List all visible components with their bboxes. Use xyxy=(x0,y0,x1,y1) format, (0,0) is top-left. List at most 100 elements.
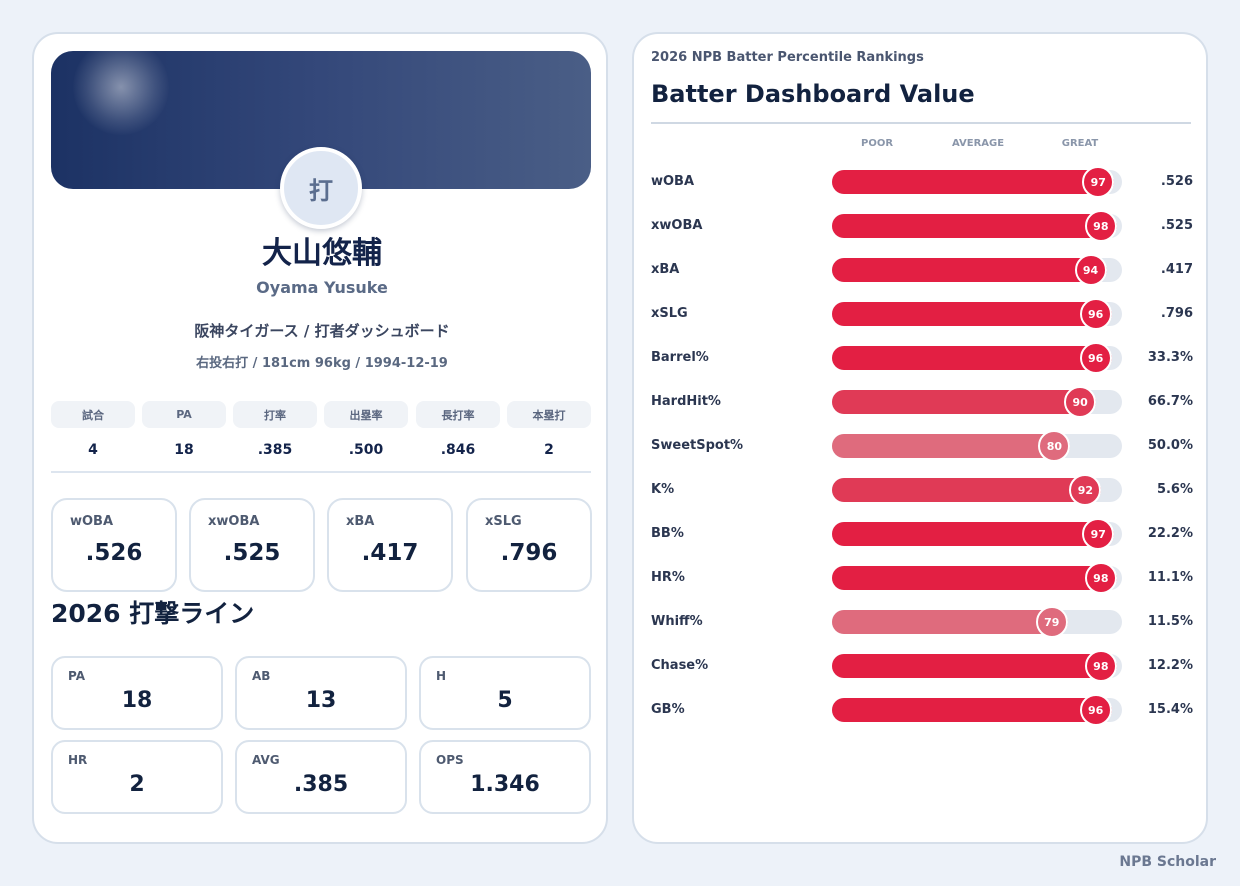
metric-value: .526 xyxy=(85,540,143,566)
percentile-fill xyxy=(832,566,1117,590)
percentile-row: HR% 98 11.1% xyxy=(634,562,1210,594)
metric-value: .796 xyxy=(1160,306,1193,321)
percentile-track: 97 xyxy=(832,518,1122,550)
percentile-row: xBA 94 .417 xyxy=(634,254,1210,286)
line-value: .385 xyxy=(293,772,349,797)
metric-value: .525 xyxy=(223,540,281,566)
percentile-track: 98 xyxy=(832,562,1122,594)
metric-name: Barrel% xyxy=(651,350,709,365)
metric-card-xba: xBA .417 xyxy=(327,498,453,592)
batting-line-pa: PA 18 xyxy=(51,656,223,730)
percentile-badge: 98 xyxy=(1084,210,1117,242)
batting-line-ab: AB 13 xyxy=(235,656,407,730)
metric-value: 11.5% xyxy=(1147,614,1193,629)
metric-card-xwoba: xwOBA .525 xyxy=(189,498,315,592)
metric-value: 66.7% xyxy=(1147,394,1193,409)
percentile-fill xyxy=(832,214,1117,238)
line-label: HR xyxy=(68,753,88,767)
player-name-en: Oyama Yusuke xyxy=(256,278,388,297)
percentile-row: BB% 97 22.2% xyxy=(634,518,1210,550)
player-name-jp: 大山悠輔 xyxy=(262,236,382,271)
percentile-track: 94 xyxy=(832,254,1122,286)
metric-value: .796 xyxy=(500,540,558,566)
percentile-row: Chase% 98 12.2% xyxy=(634,650,1210,682)
metric-name: BB% xyxy=(651,526,684,541)
metric-label: wOBA xyxy=(70,514,114,529)
summary-header-pa: PA xyxy=(142,401,226,428)
summary-header-hr: 本塁打 xyxy=(507,401,591,428)
line-label: AVG xyxy=(252,753,280,767)
percentile-fill xyxy=(832,258,1107,282)
line-value: 18 xyxy=(121,688,153,713)
metric-name: GB% xyxy=(651,702,685,717)
banner-glow xyxy=(73,51,169,135)
percentile-track: 79 xyxy=(832,606,1122,638)
percentile-track: 96 xyxy=(832,298,1122,330)
metric-value: 15.4% xyxy=(1147,702,1193,717)
percentile-row: Whiff% 79 11.5% xyxy=(634,606,1210,638)
batting-line-h: H 5 xyxy=(419,656,591,730)
percentile-track: 80 xyxy=(832,430,1122,462)
line-label: H xyxy=(436,669,447,683)
avatar: 打 xyxy=(280,147,362,229)
percentile-row: wOBA 97 .526 xyxy=(634,166,1210,198)
player-profile-card: 打 大山悠輔 Oyama Yusuke 阪神タイガース / 打者ダッシュボード … xyxy=(32,32,608,844)
summary-value-hr: 2 xyxy=(544,442,554,458)
percentile-fill xyxy=(832,302,1112,326)
rankings-subtitle: 2026 NPB Batter Percentile Rankings xyxy=(651,50,924,65)
metric-name: wOBA xyxy=(651,174,695,189)
percentile-track: 97 xyxy=(832,166,1122,198)
percentile-fill xyxy=(832,478,1102,502)
metric-label: xSLG xyxy=(485,514,522,529)
scale-label-poor: POOR xyxy=(860,138,894,149)
percentile-fill xyxy=(832,390,1097,414)
team-line: 阪神タイガース / 打者ダッシュボード xyxy=(194,322,450,340)
percentile-track: 98 xyxy=(832,650,1122,682)
summary-value-avg: .385 xyxy=(257,442,293,458)
summary-header-avg: 打率 xyxy=(233,401,317,428)
percentile-fill xyxy=(832,654,1117,678)
summary-value-pa: 18 xyxy=(174,442,194,458)
batting-line-hr: HR 2 xyxy=(51,740,223,814)
divider xyxy=(651,122,1191,124)
line-label: OPS xyxy=(436,753,464,767)
divider xyxy=(51,471,591,473)
line-value: 1.346 xyxy=(470,772,540,797)
line-label: PA xyxy=(68,669,85,683)
line-value: 2 xyxy=(129,772,145,797)
metric-value: .417 xyxy=(1160,262,1193,277)
summary-header-obp: 出塁率 xyxy=(324,401,408,428)
percentile-badge: 94 xyxy=(1074,254,1107,286)
summary-value-obp: .500 xyxy=(348,442,384,458)
metric-name: SweetSpot% xyxy=(651,438,744,453)
percentile-fill xyxy=(832,346,1112,370)
metric-value: .526 xyxy=(1160,174,1193,189)
metric-value: 11.1% xyxy=(1147,570,1193,585)
batting-line-ops: OPS 1.346 xyxy=(419,740,591,814)
percentile-row: Barrel% 96 33.3% xyxy=(634,342,1210,374)
percentile-fill xyxy=(832,610,1068,634)
metric-label: xwOBA xyxy=(208,514,260,529)
metric-value: .417 xyxy=(361,540,419,566)
percentile-badge: 98 xyxy=(1084,562,1117,594)
percentile-badge: 96 xyxy=(1079,298,1112,330)
metric-card-woba: wOBA .526 xyxy=(51,498,177,592)
percentile-row: xwOBA 98 .525 xyxy=(634,210,1210,242)
percentile-badge: 79 xyxy=(1035,606,1068,638)
batting-line-avg: AVG .385 xyxy=(235,740,407,814)
percentile-row: K% 92 5.6% xyxy=(634,474,1210,506)
metric-name: HR% xyxy=(651,570,685,585)
percentile-row: HardHit% 90 66.7% xyxy=(634,386,1210,418)
metric-card-xslg: xSLG .796 xyxy=(466,498,592,592)
summary-value-games: 4 xyxy=(88,442,98,458)
metric-name: xwOBA xyxy=(651,218,703,233)
scale-label-average: AVERAGE xyxy=(951,138,1005,149)
percentile-badge: 90 xyxy=(1064,386,1097,418)
line-value: 5 xyxy=(497,688,513,713)
percentile-badge: 97 xyxy=(1082,166,1115,198)
percentile-badge: 96 xyxy=(1079,342,1112,374)
metric-value: .525 xyxy=(1160,218,1193,233)
percentile-track: 96 xyxy=(832,694,1122,726)
percentile-track: 90 xyxy=(832,386,1122,418)
percentile-badge: 80 xyxy=(1038,430,1071,462)
